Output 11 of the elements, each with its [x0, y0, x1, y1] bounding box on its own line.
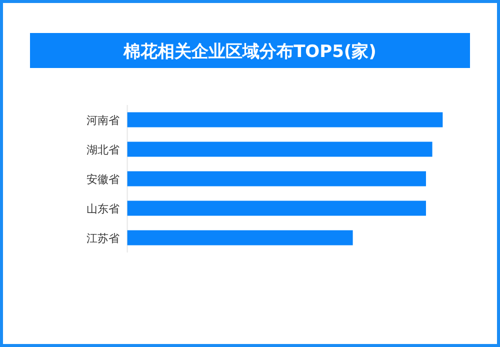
- y-tick-label: 安徽省: [86, 172, 120, 186]
- bar: [127, 142, 432, 157]
- y-tick-label: 山东省: [86, 202, 120, 216]
- bar: [127, 112, 443, 128]
- bar: [127, 230, 353, 246]
- bar: [127, 171, 426, 186]
- bar: [127, 200, 426, 216]
- y-tick-label: 江苏省: [86, 232, 120, 245]
- chart-title: 棉花相关企业区域分布TOP5(家): [122, 42, 376, 62]
- y-tick-label: 河南省: [86, 114, 120, 127]
- y-tick-label: 湖北省: [86, 143, 120, 156]
